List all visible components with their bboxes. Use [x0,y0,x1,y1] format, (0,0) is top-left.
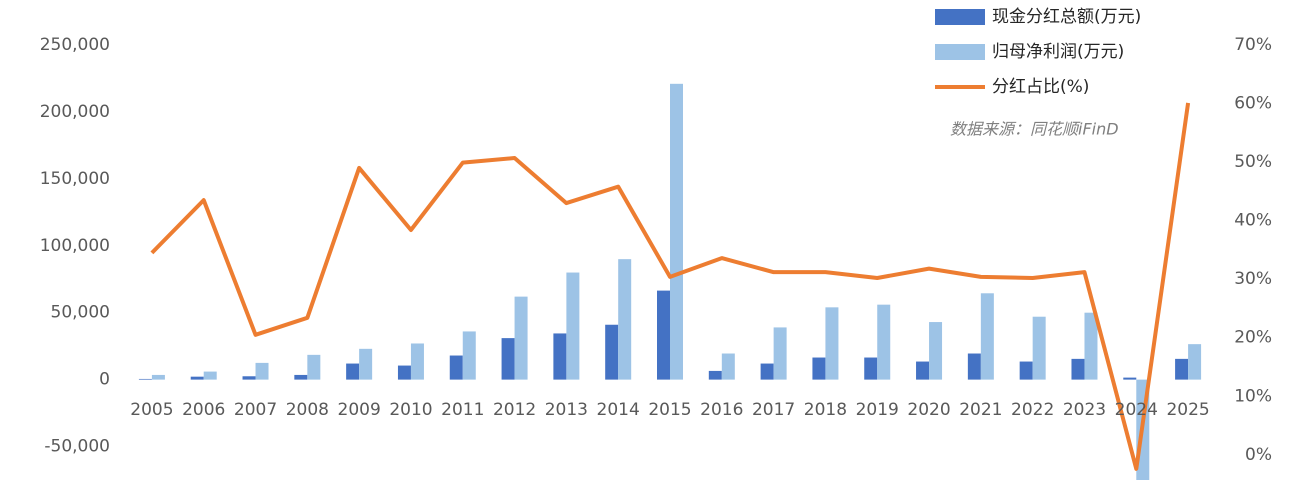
x-tick-label: 2012 [493,400,536,420]
y2-tick-label: 60% [1234,94,1272,114]
bar [138,378,152,380]
bar [151,374,165,380]
bar [514,296,528,380]
legend-label: 分红占比(%) [992,77,1089,97]
x-tick-label: 2016 [700,400,743,420]
bar [980,293,994,380]
bar [670,83,683,380]
bar [825,307,839,380]
bar [929,322,943,380]
bar [1019,361,1033,380]
bar [605,324,619,380]
x-tick-label: 2008 [286,400,329,420]
bar [501,338,515,380]
bar [916,361,930,380]
y2-tick-label: 30% [1234,269,1272,289]
x-tick-label: 2021 [959,400,1002,420]
x-tick-label: 2023 [1063,400,1106,420]
source-note: 数据来源：同花顺iFinD [950,120,1119,139]
x-tick-label: 2019 [856,400,899,420]
x-tick-label: 2007 [234,400,277,420]
bar [462,331,476,380]
x-tick-label: 2010 [389,400,432,420]
x-tick-label: 2024 [1115,400,1158,420]
legend-swatch [935,9,985,25]
x-tick-label: 2014 [597,400,640,420]
bar [1175,358,1189,380]
x-tick-label: 2013 [545,400,588,420]
bar [618,259,632,380]
legend-swatch [935,44,985,60]
y-tick-label: 0 [99,370,110,390]
bar [449,355,463,380]
bar [359,348,373,380]
bar [1032,316,1046,380]
y2-tick-label: 50% [1234,152,1272,172]
y2-tick-label: 20% [1234,328,1272,348]
bar [1123,377,1137,380]
y2-tick-label: 0% [1245,445,1272,465]
y2-tick-label: 10% [1234,386,1272,406]
x-tick-label: 2006 [182,400,225,420]
legend-label: 现金分红总额(万元) [992,7,1141,27]
bar [760,363,774,380]
bar [812,357,826,380]
legend-label: 归母净利润(万元) [992,42,1124,62]
bar [967,353,981,380]
bar [397,365,411,380]
bar [553,333,567,380]
plot-area [138,83,1202,480]
y-tick-label: 250,000 [40,35,110,55]
bar [773,327,787,380]
bar [410,343,424,380]
line [150,102,1191,471]
y-tick-label: 100,000 [40,236,110,256]
bar [657,290,670,380]
y-tick-label: 50,000 [51,303,110,323]
y2-tick-label: 40% [1234,211,1272,231]
x-tick-label: 2009 [338,400,381,420]
x-tick-label: 2022 [1011,400,1054,420]
bar [708,370,722,380]
y-tick-label: -50,000 [44,437,110,457]
x-tick-label: 2018 [804,400,847,420]
y-tick-label: 150,000 [40,169,110,189]
y2-tick-label: 70% [1234,35,1272,55]
bar [346,363,360,380]
bar [307,354,321,380]
bar [566,272,580,380]
bar [1188,344,1202,380]
y-tick-label: 200,000 [40,102,110,122]
bar [294,374,308,380]
bar [190,376,204,380]
bar [721,353,735,380]
bar [864,357,878,380]
bar [203,371,217,380]
bar [242,376,256,380]
x-tick-label: 2020 [907,400,950,420]
x-tick-label: 2015 [648,400,691,420]
x-tick-label: 2005 [130,400,173,420]
bar [255,362,269,380]
bar [1084,312,1098,380]
bar [1071,358,1085,380]
x-tick-label: 2011 [441,400,484,420]
x-tick-label: 2025 [1166,400,1209,420]
bar [877,304,891,380]
x-tick-label: 2017 [752,400,795,420]
